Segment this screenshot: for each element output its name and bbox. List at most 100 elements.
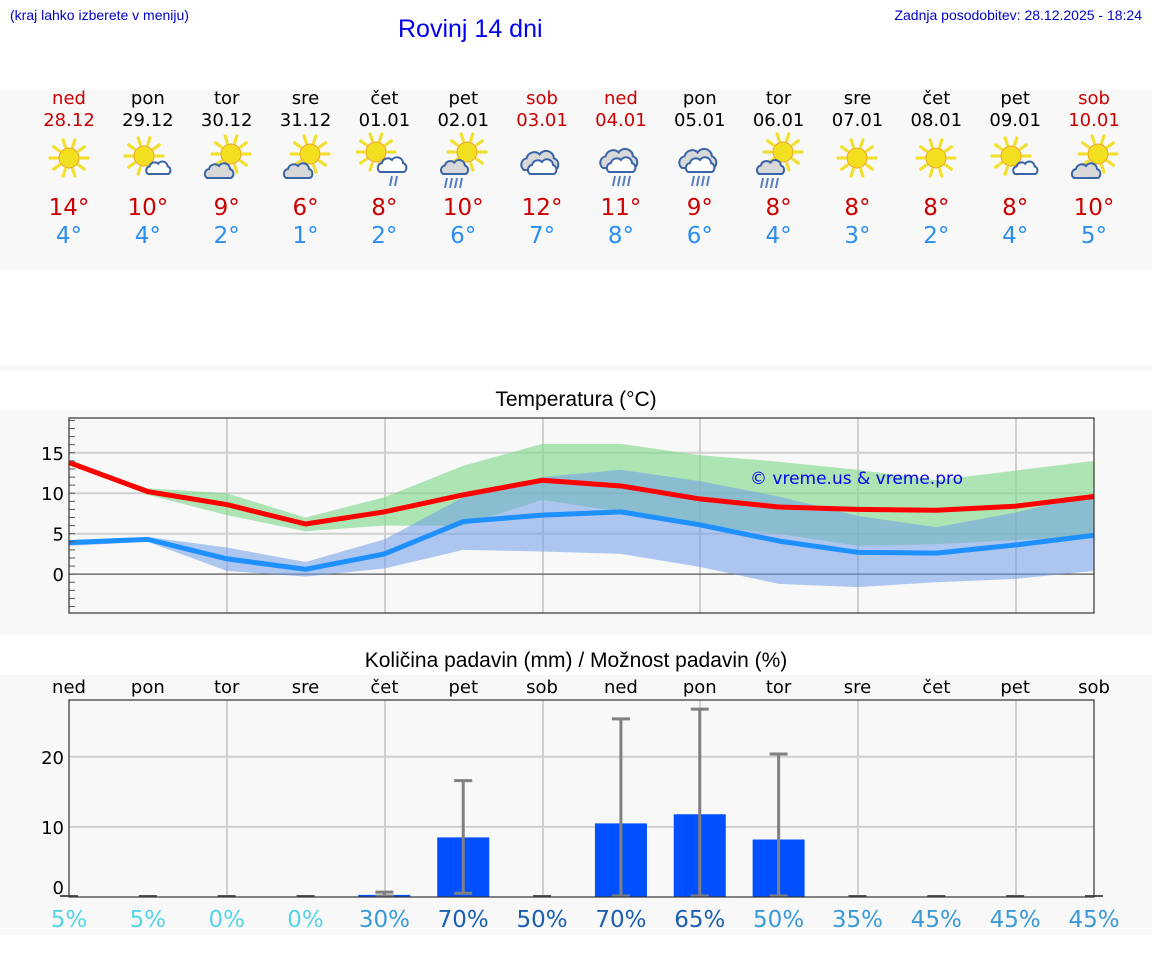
day-axis-label: pet (448, 677, 478, 698)
min-temperature: 4° (1002, 223, 1029, 249)
day-date: 01.01 (358, 110, 411, 131)
day-name: sre (291, 88, 320, 109)
day-date: 09.01 (989, 110, 1041, 131)
day-date: 10.01 (1068, 110, 1120, 131)
sun-small-cloud-icon (990, 136, 1039, 176)
sun-small-cloud-icon (123, 136, 172, 176)
max-temperature: 12° (521, 195, 563, 221)
day-date: 07.01 (831, 110, 884, 131)
day-date: 06.01 (752, 110, 805, 131)
day-axis-label: pon (683, 677, 717, 698)
precip-probability: 45% (911, 907, 962, 933)
day-forecast: pet 09.01 8° 4° (975, 88, 1055, 250)
precip-probability: 65% (674, 907, 725, 933)
day-date: 30.12 (200, 110, 253, 131)
day-forecast: sre 07.01 8° 3° (817, 88, 897, 250)
day-forecast: sob 10.01 10° 5° (1054, 88, 1134, 250)
day-axis-label: sre (292, 677, 319, 698)
max-temperature: 8° (371, 195, 398, 221)
max-temperature: 11° (600, 195, 642, 221)
divider (0, 365, 1152, 370)
precip-probability: 5% (130, 907, 167, 933)
day-name: tor (765, 88, 792, 109)
min-temperature: 1° (292, 223, 319, 249)
sun-cloud-light-rain-icon (356, 132, 408, 187)
max-temperature: 14° (48, 195, 90, 221)
sun-cloud-rain-icon (440, 132, 488, 188)
day-forecast: čet 01.01 8° 2° (344, 88, 424, 250)
day-name: pon (682, 88, 717, 109)
day-name: čet (370, 88, 399, 109)
day-name: ned (52, 88, 86, 109)
min-temperature: 8° (607, 223, 634, 249)
day-axis-label: tor (766, 677, 792, 698)
day-axis-label: pet (1000, 677, 1030, 698)
precip-probability: 50% (753, 907, 804, 933)
temperature-chart-title: Temperatura (°C) (495, 388, 657, 411)
sun-grey-cloud-icon (203, 134, 252, 179)
day-axis-label: čet (370, 677, 398, 698)
y-tick-label: 10 (41, 818, 64, 839)
precip-probability: 70% (438, 907, 489, 933)
precip-probability: 70% (595, 907, 646, 933)
max-temperature: 10° (127, 195, 169, 221)
sun-icon (48, 138, 90, 178)
precip-probability: 45% (990, 907, 1041, 933)
precip-probability: 5% (51, 907, 88, 933)
y-tick-label: 10 (41, 484, 64, 505)
sun-grey-cloud-icon (282, 134, 331, 179)
min-temperature: 7° (528, 223, 556, 249)
y-tick-label: 20 (41, 748, 64, 769)
min-temperature: 4° (55, 223, 83, 249)
day-forecast: ned 04.01 11° 8° (581, 88, 661, 250)
day-forecast: sob 03.01 12° 7° (502, 88, 582, 250)
day-axis-label: ned (604, 677, 638, 698)
day-forecast: pon 29.12 10° 4° (108, 88, 188, 250)
max-temperature: 9° (213, 195, 240, 221)
max-temperature: 6° (292, 195, 319, 221)
day-forecast: čet 08.01 8° 2° (896, 88, 976, 250)
daily-forecast-panel (0, 90, 1152, 270)
day-date: 05.01 (674, 110, 726, 131)
day-name: čet (922, 88, 951, 109)
max-temperature: 8° (1002, 195, 1029, 221)
day-name: tor (213, 88, 240, 109)
sun-icon (915, 138, 957, 178)
min-temperature: 4° (765, 223, 792, 249)
precip-probability: 0% (287, 907, 324, 933)
max-temperature: 10° (442, 195, 484, 221)
day-name: ned (603, 88, 638, 109)
day-date: 04.01 (595, 110, 647, 131)
sun-icon (836, 138, 879, 178)
day-name: sre (843, 88, 872, 109)
max-temperature: 8° (765, 195, 792, 221)
overcast-icon (520, 149, 560, 175)
day-name: sob (1078, 88, 1110, 109)
y-tick-label: 0 (53, 565, 64, 586)
day-axis-label: ned (52, 677, 86, 698)
min-temperature: 3° (844, 223, 871, 249)
precip-probability: 50% (517, 907, 568, 933)
day-date: 03.01 (516, 110, 568, 131)
precip-probability: 45% (1068, 907, 1119, 933)
max-temperature: 8° (844, 195, 871, 221)
day-axis-label: sob (526, 677, 558, 698)
sun-cloud-rain-icon (755, 132, 804, 188)
day-forecast: pon 05.01 9° 6° (660, 88, 740, 250)
max-temperature: 8° (923, 195, 950, 221)
min-temperature: 2° (923, 223, 950, 249)
sun-grey-cloud-icon (1070, 134, 1119, 179)
min-temperature: 5° (1080, 223, 1108, 249)
day-date: 08.01 (910, 110, 963, 131)
day-date: 29.12 (122, 110, 174, 131)
day-date: 31.12 (279, 110, 332, 131)
day-axis-label: pon (131, 677, 165, 698)
min-temperature: 2° (213, 223, 240, 249)
precip-probability: 35% (832, 907, 883, 933)
overcast-rain-icon (678, 147, 718, 187)
day-name: pon (130, 88, 165, 109)
overcast-rain-icon (599, 147, 639, 187)
last-updated: Zadnja posodobitev: 28.12.2025 - 18:24 (894, 7, 1142, 23)
day-name: pet (1000, 88, 1030, 109)
day-forecast: sre 31.12 6° 1° (266, 88, 346, 250)
